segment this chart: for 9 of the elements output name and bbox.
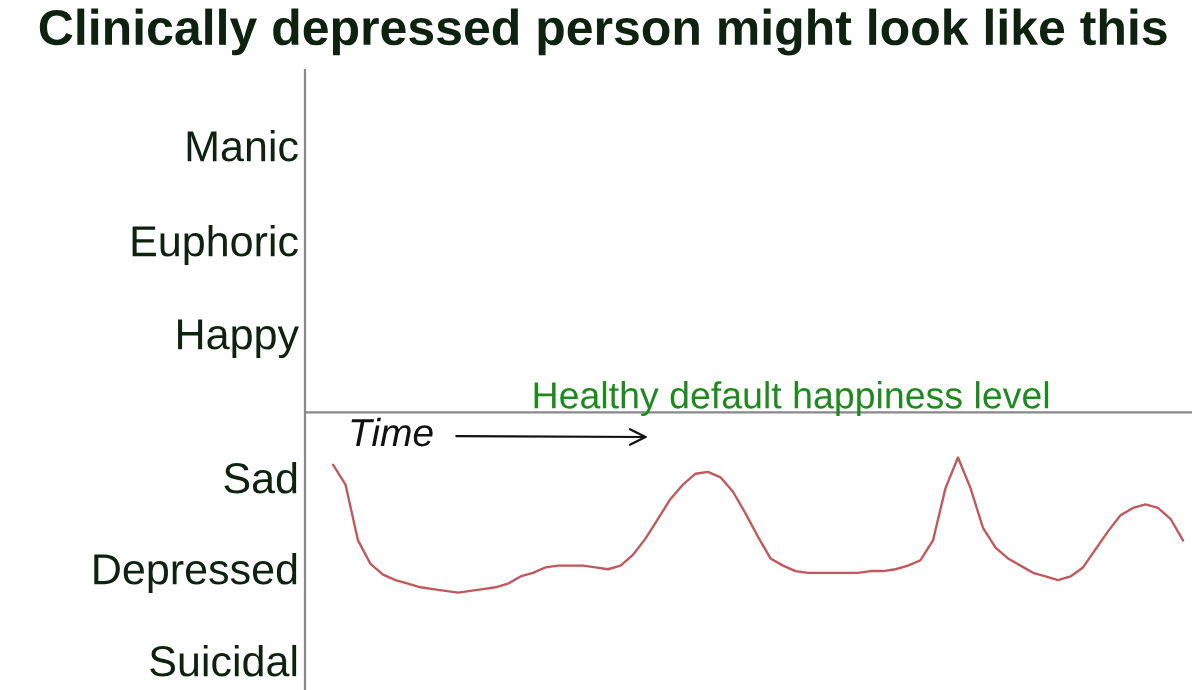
x-axis-title: Time bbox=[351, 417, 433, 447]
text: Euphoric bbox=[132, 224, 298, 266]
text: Sad bbox=[224, 461, 297, 494]
text: Suicidal bbox=[150, 644, 297, 677]
text: Depressed bbox=[94, 552, 297, 594]
ref-line-label: Healthy default happiness level bbox=[534, 381, 1049, 417]
text: Manic bbox=[187, 129, 298, 162]
text: Happy bbox=[178, 319, 299, 359]
chart-title: Clinically depressed person might look like this bbox=[39, 8, 1167, 56]
